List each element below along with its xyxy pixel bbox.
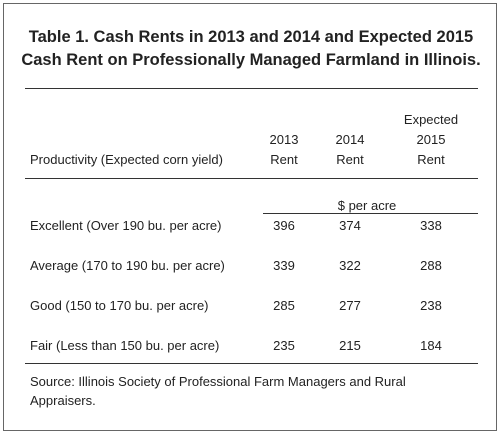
rule: [25, 88, 478, 89]
row-label: Average (170 to 190 bu. per acre): [30, 258, 225, 273]
rule: [263, 213, 478, 214]
row-label: Fair (Less than 150 bu. per acre): [30, 338, 220, 353]
cell: 238: [420, 298, 442, 313]
cell: 184: [420, 338, 442, 353]
cell: 235: [273, 338, 295, 353]
column-header: Productivity (Expected corn yield): [30, 152, 223, 167]
row-label: Good (150 to 170 bu. per acre): [30, 298, 209, 313]
row-label: Excellent (Over 190 bu. per acre): [30, 218, 222, 233]
source-line: Source: Illinois Society of Professional…: [30, 374, 406, 389]
column-header: Rent: [270, 152, 298, 167]
cell: 288: [420, 258, 442, 273]
source-line: Appraisers.: [30, 393, 96, 408]
cell: 338: [420, 218, 442, 233]
title-line: Cash Rent on Professionally Managed Farm…: [21, 51, 481, 69]
cell: 396: [273, 218, 295, 233]
cell: 277: [339, 298, 361, 313]
rule: [25, 363, 478, 364]
rule: [25, 178, 478, 179]
title-line: Table 1. Cash Rents in 2013 and 2014 and…: [28, 28, 474, 46]
cell: 322: [339, 258, 361, 273]
cell: 285: [273, 298, 295, 313]
unit-label: $ per acre: [337, 198, 397, 213]
column-header: Expected: [403, 112, 459, 127]
column-header: Rent: [417, 152, 445, 167]
cell: 215: [339, 338, 361, 353]
cell: 374: [339, 218, 361, 233]
table-frame: [3, 3, 497, 431]
column-header: 2015: [416, 132, 446, 147]
column-header: Rent: [336, 152, 364, 167]
cell: 339: [273, 258, 295, 273]
column-header: 2013: [269, 132, 299, 147]
column-header: 2014: [335, 132, 365, 147]
